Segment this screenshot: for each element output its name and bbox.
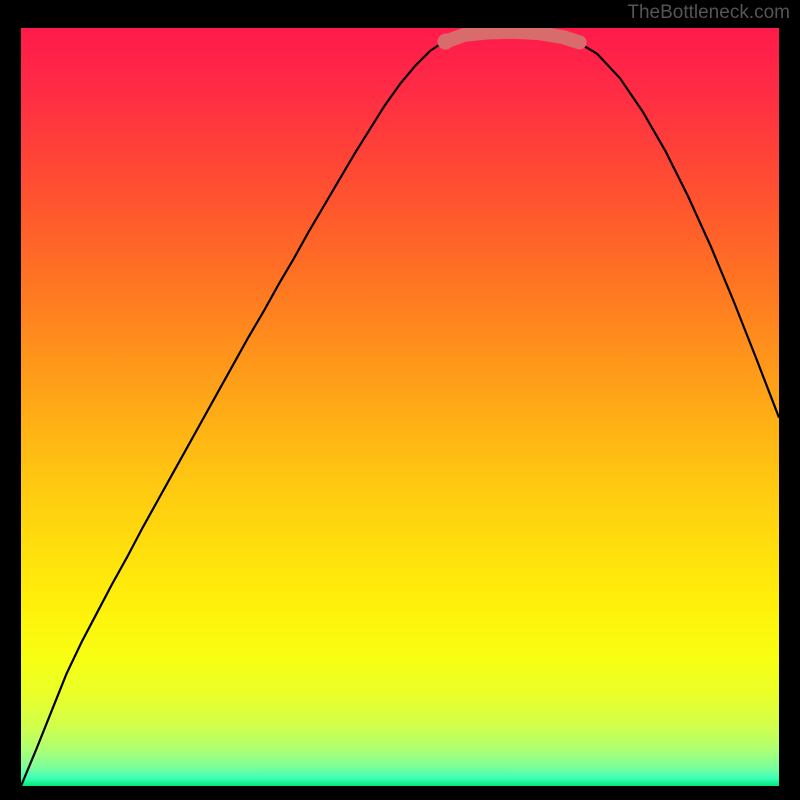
curve-path — [21, 31, 779, 786]
highlighted-segment-start-dot — [437, 34, 453, 50]
plot-area — [21, 28, 779, 786]
chart-container: TheBottleneck.com — [0, 0, 800, 800]
bottleneck-curve — [21, 28, 779, 786]
attribution-text: TheBottleneck.com — [627, 2, 790, 24]
highlighted-segment — [445, 32, 579, 43]
